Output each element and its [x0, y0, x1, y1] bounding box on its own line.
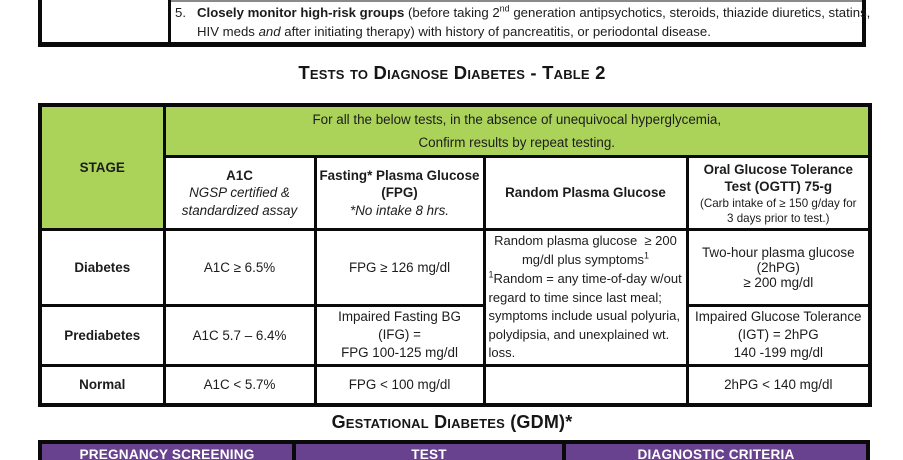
superscript-nd: nd: [499, 3, 510, 14]
prevention-table-fragment: 5. Closely monitor high-risk groups (bef…: [38, 0, 870, 47]
bold-lead: Closely monitor high-risk groups: [197, 5, 405, 20]
text-segment: (before taking 2: [404, 5, 500, 20]
row-diabetes: Diabetes A1C ≥ 6.5% FPG ≥ 126 mg/dl Rand…: [38, 227, 872, 367]
gdm-table: PREGNANCY SCREENING TEST DIAGNOSTIC CRIT…: [38, 440, 870, 460]
cell-diabetes-a1c: A1C ≥ 6.5%: [162, 227, 317, 308]
cell-diabetes-stage: Diabetes: [38, 227, 166, 308]
cell-normal-stage: Normal: [38, 363, 166, 407]
footnote-marker: 1: [644, 250, 650, 261]
a1c-title: A1C: [226, 167, 253, 183]
banner-cell: For all the below tests, in the absence …: [162, 103, 872, 158]
stage-header-cell: STAGE: [38, 103, 166, 231]
cell-normal-ogtt: 2hPG < 140 mg/dl: [685, 363, 872, 407]
col-header-fpg: Fasting* Plasma Glucose (FPG) *No intake…: [313, 155, 486, 231]
table-column-divider: [168, 0, 171, 42]
row-normal: Normal A1C < 5.7% FPG < 100 mg/dl 2hPG <…: [38, 363, 872, 407]
gdm-title: Gestational Diabetes (GDM)*: [331, 412, 573, 432]
col-header-ogtt: Oral Glucose Tolerance Test (OGTT) 75-g …: [685, 155, 872, 231]
fpg-title: Fasting* Plasma Glucose (FPG): [319, 167, 480, 201]
fpg-subtitle: *No intake 8 hrs.: [350, 202, 449, 218]
cell-prediabetes-a1c: A1C 5.7 – 6.4%: [162, 304, 317, 367]
prevention-item-5: 5. Closely monitor high-risk groups (bef…: [175, 4, 870, 41]
col-header-a1c: A1C NGSP certified & standardized assay: [162, 155, 317, 231]
gdm-header-diagnostic-criteria: DIAGNOSTIC CRITERIA: [562, 440, 870, 460]
footnote-text: Random = any time-of-day w/out regard to…: [488, 271, 682, 360]
list-item-text: Closely monitor high-risk groups (before…: [197, 4, 873, 41]
cell-normal-random-empty: [482, 363, 689, 407]
cell-diabetes-ogtt: Two-hour plasma glucose (2hPG) ≥ 200 mg/…: [685, 227, 872, 308]
italic-and: and: [258, 23, 281, 39]
ogtt-title: Oral Glucose Tolerance Test (OGTT) 75-g: [703, 161, 853, 195]
column-header-row: A1C NGSP certified & standardized assay …: [40, 155, 872, 231]
text-segment: after initiating therapy) with history o…: [280, 23, 711, 39]
footnote-marker: 1: [488, 269, 494, 280]
list-number: 5.: [175, 5, 186, 20]
text-segment: generation antipsychotics, steroids, thi…: [197, 5, 871, 39]
random-title: Random Plasma Glucose: [505, 185, 666, 201]
table-row-divider: [171, 0, 862, 2]
random-criteria: Random plasma glucose ≥ 200 mg/dl plus s…: [489, 232, 683, 269]
random-footnote: 1Random = any time-of-day w/out regard t…: [489, 270, 683, 363]
gdm-header-test: TEST: [292, 440, 566, 460]
banner-row: STAGE For all the below tests, in the ab…: [38, 103, 872, 231]
cell-random-glucose: Random plasma glucose ≥ 200 mg/dl plus s…: [482, 228, 689, 367]
gdm-header-pregnancy-screening: PREGNANCY SCREENING: [38, 440, 296, 460]
random-main-text: Random plasma glucose ≥ 200 mg/dl plus s…: [494, 233, 677, 267]
cell-prediabetes-fpg: Impaired Fasting BG (IFG) = FPG 100-125 …: [313, 304, 486, 367]
cell-normal-a1c: A1C < 5.7%: [162, 363, 317, 407]
gdm-header-row: PREGNANCY SCREENING TEST DIAGNOSTIC CRIT…: [38, 440, 870, 460]
cell-diabetes-fpg: FPG ≥ 126 mg/dl: [313, 227, 486, 308]
table2-title: Tests to Diagnose Diabetes - Table 2: [298, 62, 606, 83]
ogtt-subtitle: (Carb intake of ≥ 150 g/day for 3 days p…: [700, 196, 857, 225]
row-prediabetes: Prediabetes A1C 5.7 – 6.4% Impaired Fast…: [38, 304, 872, 367]
cell-normal-fpg: FPG < 100 mg/dl: [313, 363, 486, 407]
col-header-random: Random Plasma Glucose: [482, 155, 689, 231]
cell-prediabetes-ogtt: Impaired Glucose Tolerance (IGT) = 2hPG …: [685, 304, 872, 367]
diagnosis-table: STAGE For all the below tests, in the ab…: [38, 103, 873, 407]
a1c-subtitle: NGSP certified & standardized assay: [181, 185, 298, 218]
cell-prediabetes-stage: Prediabetes: [38, 304, 166, 367]
